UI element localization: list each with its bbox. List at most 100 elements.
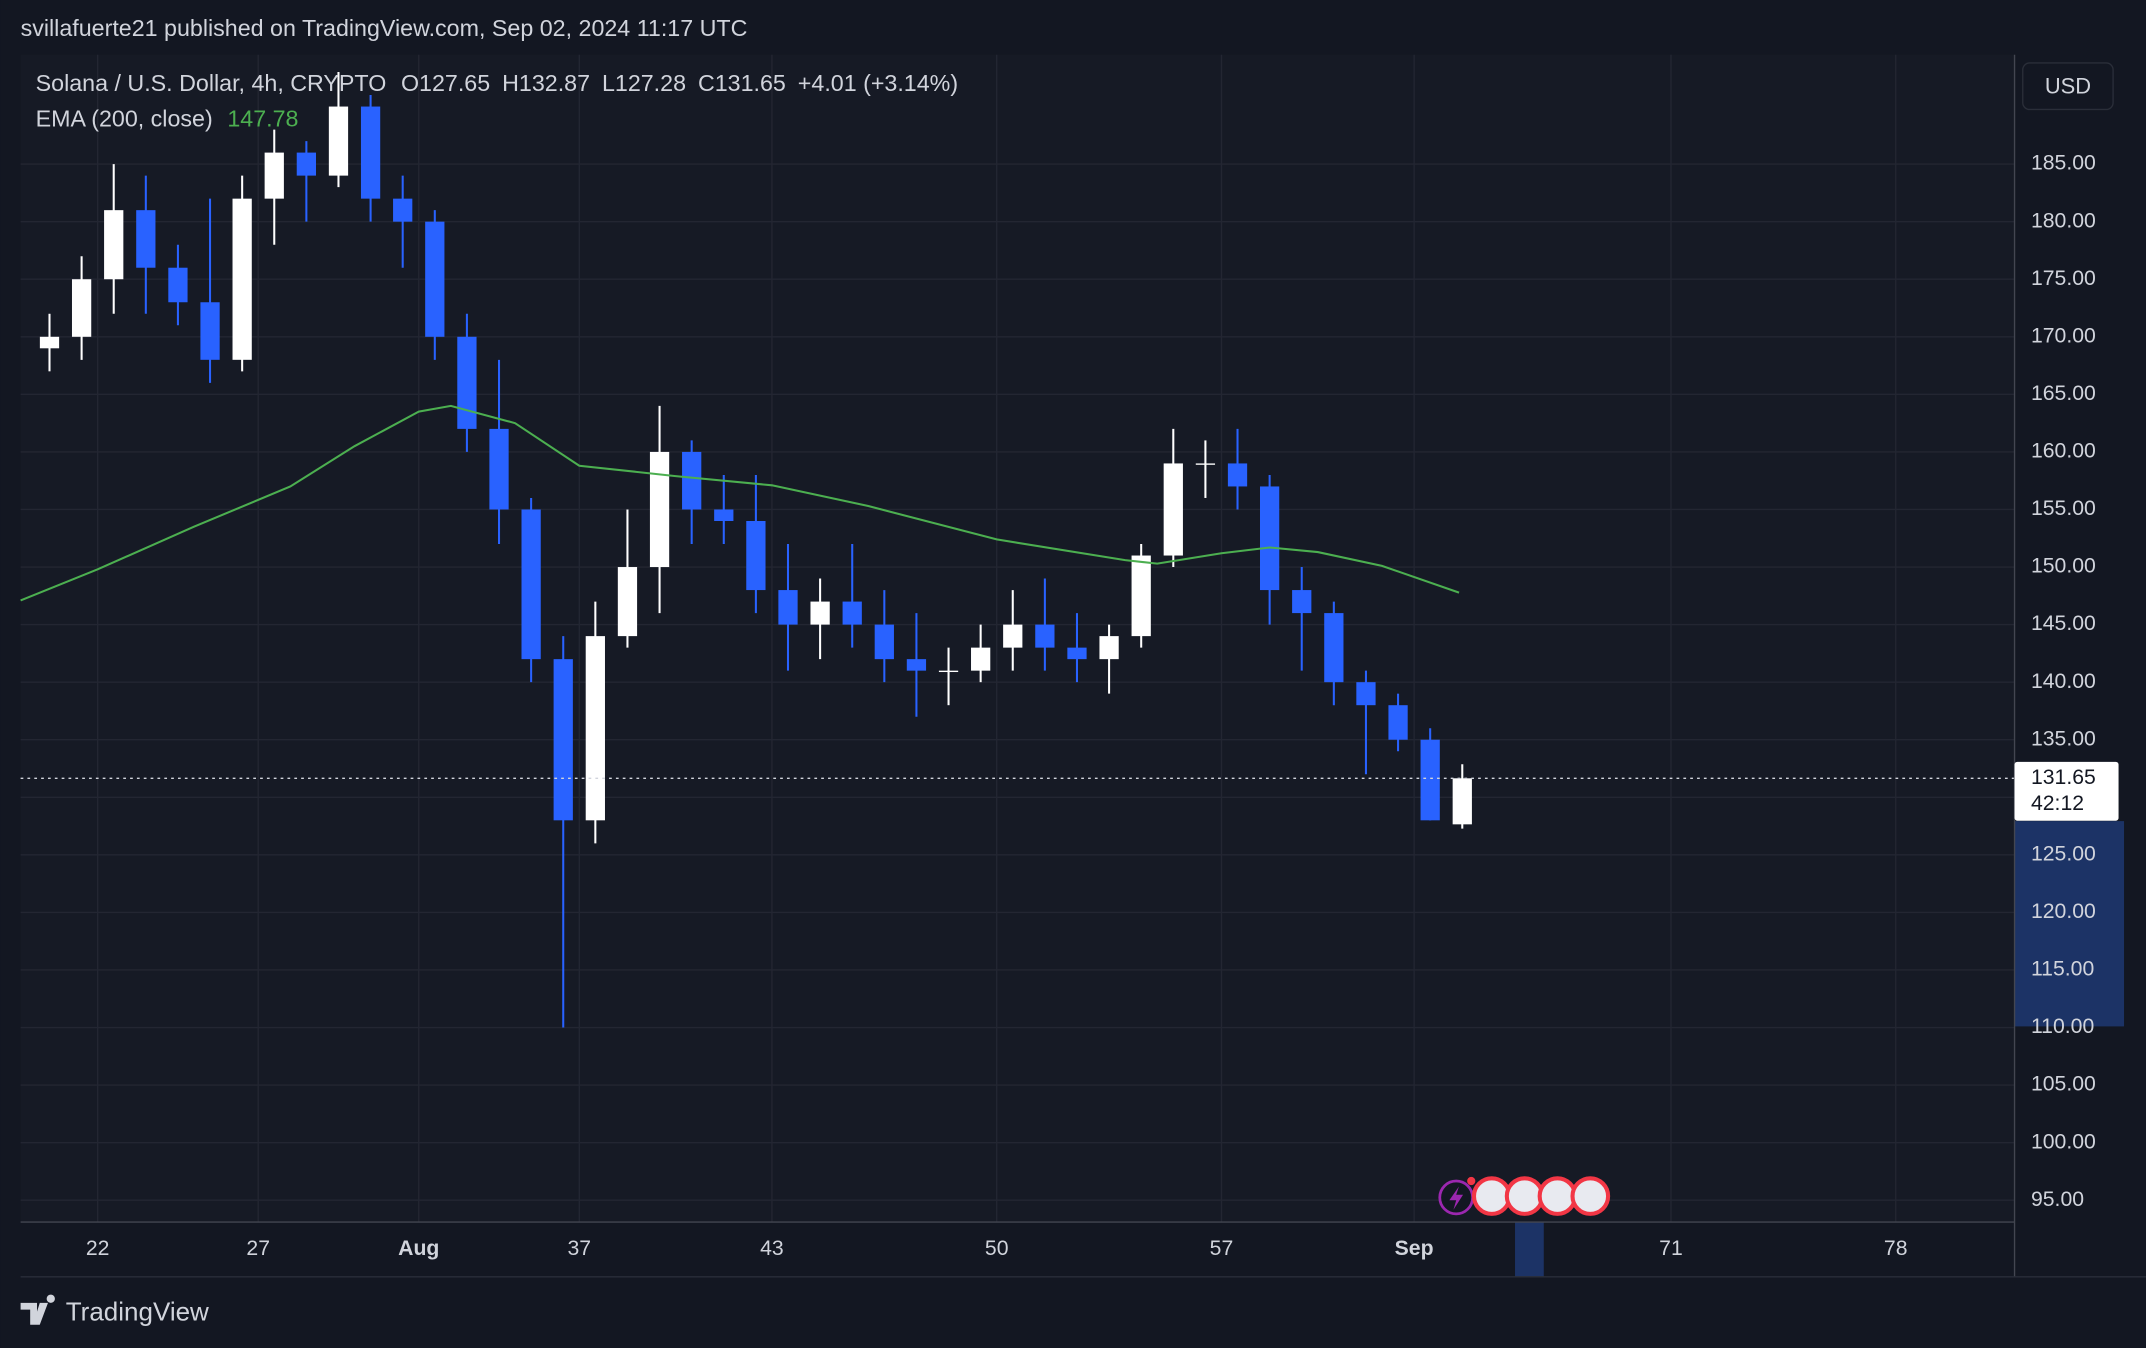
- currency-button[interactable]: [2022, 62, 2114, 111]
- candle-body: [1131, 555, 1151, 637]
- candle-body: [200, 302, 220, 360]
- candle-body: [104, 210, 124, 280]
- candle-body: [360, 106, 381, 199]
- y-tick-label: 105.00: [2031, 1073, 2096, 1096]
- y-tick-label: 120.00: [2031, 900, 2096, 923]
- x-tick-label: 22: [86, 1237, 110, 1260]
- symbol-title: Solana / U.S. Dollar, 4h, CRYPTO: [36, 70, 387, 96]
- close-value: C131.65: [698, 70, 786, 96]
- candle-body: [906, 659, 927, 671]
- x-tick-label: 27: [246, 1237, 270, 1260]
- x-tick-label: 78: [1884, 1237, 1908, 1260]
- event-icon: [1570, 1176, 1611, 1216]
- y-tick-label: 135.00: [2031, 727, 2096, 750]
- candle-body: [553, 659, 573, 821]
- candle-body: [1003, 624, 1023, 648]
- y-tick-label: 115.00: [2031, 958, 2094, 981]
- x-tick-label: 43: [760, 1237, 784, 1260]
- y-tick-label: 150.00: [2031, 555, 2096, 578]
- event-icons: [1438, 1176, 1611, 1216]
- grid: [20, 54, 2015, 1223]
- candle-body: [1195, 463, 1216, 465]
- change-value: +4.01 (+3.14%): [798, 70, 958, 96]
- candle-body: [39, 336, 60, 349]
- candle-body: [1227, 463, 1248, 487]
- candle-body: [842, 601, 862, 625]
- x-tick-label: 71: [1659, 1237, 1683, 1260]
- candle-body: [1388, 705, 1408, 740]
- y-tick-label: 100.00: [2031, 1130, 2096, 1153]
- candle-body: [649, 451, 670, 568]
- candle-body: [328, 106, 349, 176]
- y-tick-label: 170.00: [2031, 324, 2096, 347]
- candle-body: [264, 152, 284, 199]
- axes: 95.00 100.00 105.00 110.00 115.00 120.00 125.0…: [86, 152, 2119, 1260]
- y-tick-label: 110.00: [2031, 1015, 2094, 1038]
- candle-body: [1356, 682, 1376, 706]
- event-icon: [1537, 1176, 1578, 1216]
- y-tick-label: 165.00: [2031, 382, 2096, 405]
- currency-label[interactable]: USD: [2045, 73, 2091, 98]
- candle-body: [617, 567, 638, 637]
- y-tick-label: 95.00: [2031, 1188, 2084, 1211]
- ema-name: EMA (200, close): [36, 106, 213, 132]
- candle-body: [1259, 486, 1280, 591]
- candle-body: [585, 636, 605, 821]
- candle-body: [778, 590, 798, 625]
- footer-logo: TradingView: [20, 1294, 209, 1327]
- candle-body: [810, 601, 830, 625]
- y-tick-label: 180.00: [2031, 209, 2096, 232]
- candle-body: [71, 279, 92, 337]
- last-price-label: 131.65: [2031, 766, 2096, 789]
- logo-mark: [20, 1294, 55, 1325]
- x-tick-label: 57: [1210, 1237, 1234, 1260]
- brand-name: TradingView: [66, 1297, 209, 1327]
- candle-body: [393, 198, 413, 222]
- candle-body: [425, 221, 445, 337]
- ema-line: [20, 404, 1460, 602]
- x-tick-label: 37: [567, 1237, 591, 1260]
- candle-body: [1324, 613, 1344, 683]
- candle-body: [874, 624, 894, 660]
- y-tick-label: 140.00: [2031, 670, 2096, 693]
- x-tick-label: Sep: [1395, 1237, 1434, 1260]
- candle-body: [1035, 624, 1055, 648]
- countdown-label: 42:12: [2031, 792, 2084, 815]
- candle-body: [1067, 647, 1087, 660]
- range-highlight: [2014, 821, 2125, 1027]
- candle-body: [168, 267, 188, 303]
- y-tick-label: 145.00: [2031, 612, 2096, 635]
- event-icon: [1471, 1176, 1512, 1216]
- candle-body: [682, 451, 702, 510]
- y-tick-label: 155.00: [2031, 497, 2096, 520]
- candle-body: [1163, 463, 1183, 556]
- y-tick-label: 185.00: [2031, 152, 2096, 175]
- y-tick-label: 160.00: [2031, 440, 2096, 463]
- x-tick-label: 50: [985, 1237, 1009, 1260]
- candle-body: [296, 152, 317, 176]
- candle-body: [1292, 590, 1312, 614]
- candle-body: [1452, 778, 1472, 825]
- event-icon-bolt: [1449, 1186, 1464, 1210]
- event-dot: [1467, 1176, 1476, 1186]
- candle-body: [938, 670, 959, 673]
- candle-body: [714, 509, 734, 521]
- publish-header: svillafuerte21 published on TradingView.…: [21, 15, 748, 41]
- candle-body: [1099, 636, 1119, 660]
- high-value: H132.87: [502, 70, 590, 96]
- candle-body: [971, 647, 991, 671]
- ema-legend: EMA (200, close) 147.78: [36, 106, 299, 132]
- y-tick-label: 175.00: [2031, 267, 2096, 290]
- candle-body: [457, 336, 477, 429]
- candle-body: [746, 520, 766, 591]
- x-tick-label: Aug: [398, 1237, 439, 1260]
- candle-body: [521, 509, 541, 660]
- open-value: O127.65: [401, 70, 490, 96]
- y-tick-label: 125.00: [2031, 842, 2096, 865]
- candle-body: [489, 428, 509, 510]
- candle-body: [1420, 739, 1440, 821]
- chart-legend: Solana / U.S. Dollar, 4h, CRYPTO O127.65…: [36, 70, 958, 96]
- date-highlight: [1515, 1222, 1544, 1277]
- ema-value: 147.78: [227, 106, 298, 132]
